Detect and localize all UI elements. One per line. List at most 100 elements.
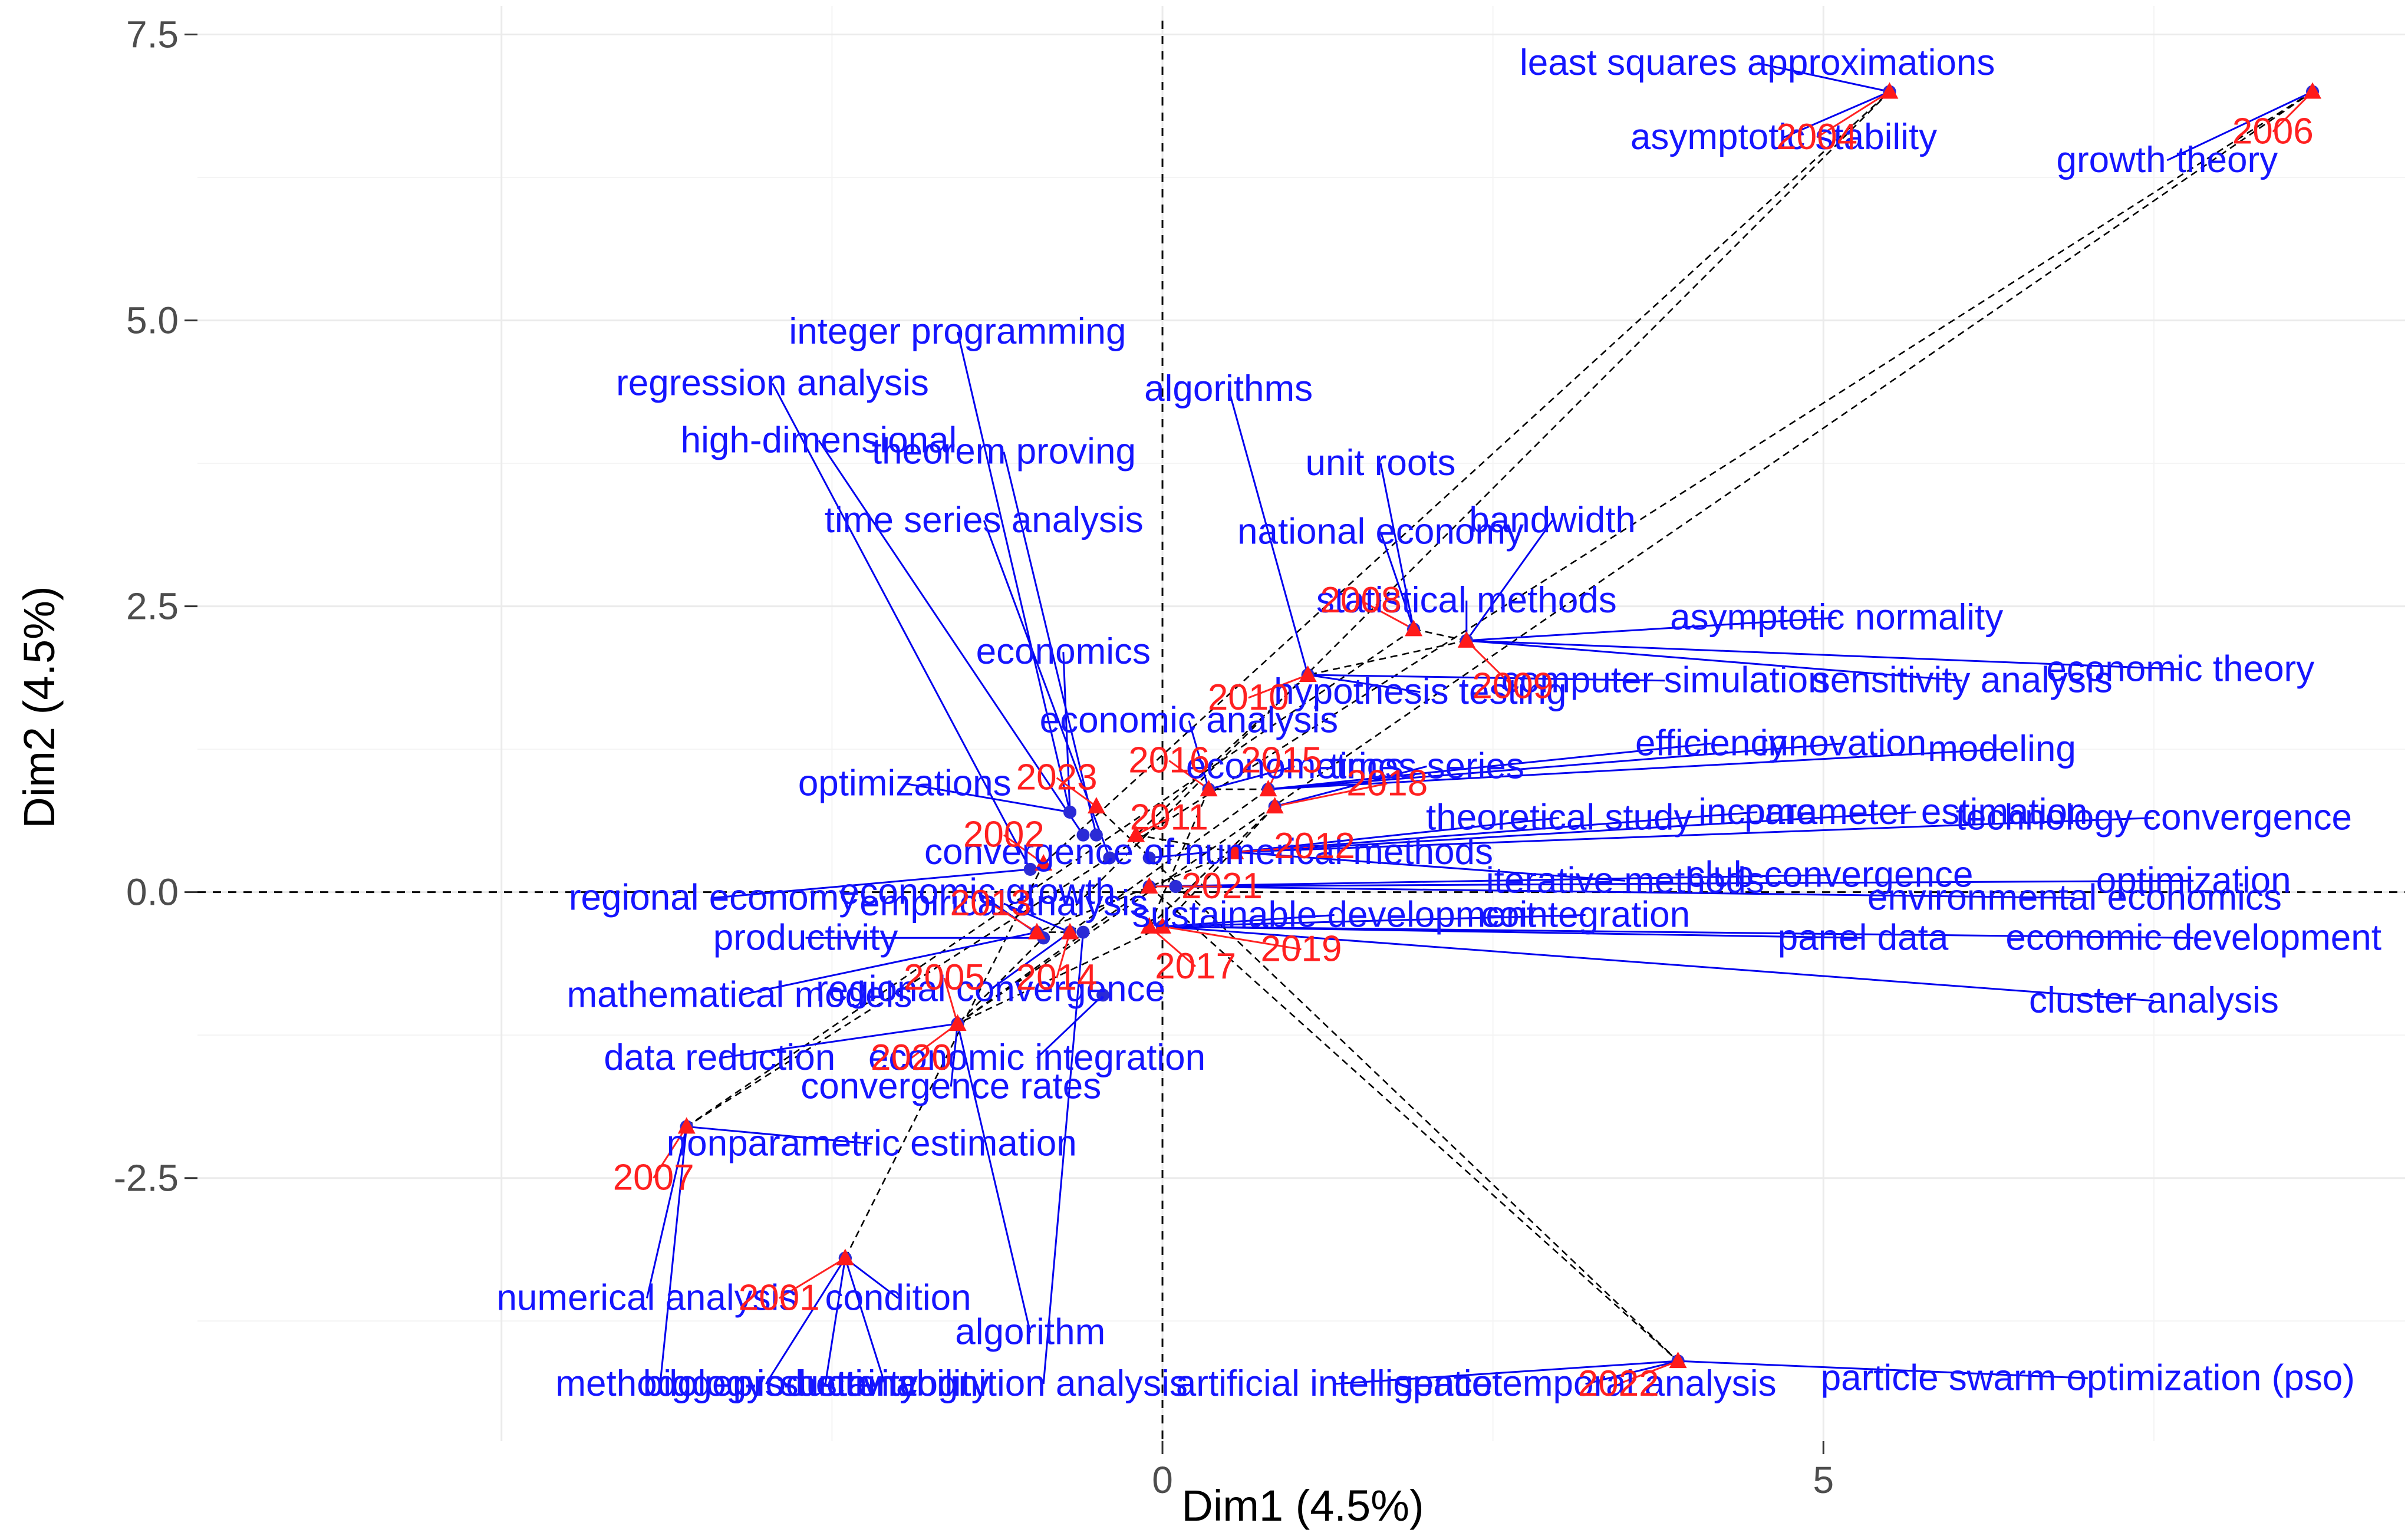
- keyword-label: sustainability: [780, 1363, 990, 1404]
- keyword-label: algorithms: [1144, 368, 1313, 409]
- keyword-leader: [659, 1126, 688, 1385]
- year-label: 2019: [1261, 929, 1342, 970]
- keyword-point: [1089, 828, 1103, 842]
- keyword-leader: [1466, 640, 1962, 682]
- year-leader: [1248, 674, 1309, 699]
- year-leader: [1135, 817, 1170, 836]
- keyword-point: [1063, 805, 1077, 819]
- keyword-label: innovation: [1760, 723, 1927, 763]
- keyword-leader: [1003, 902, 1070, 933]
- year-connector: [1069, 789, 1269, 933]
- keyword-point: [1142, 851, 1156, 865]
- keyword-point: [1103, 851, 1116, 865]
- year-point: [1405, 619, 1423, 637]
- keyword-leader: [1307, 674, 1665, 682]
- keyword-leader: [1678, 1360, 2088, 1379]
- year-leader: [1235, 845, 1315, 853]
- keyword-leader: [1235, 811, 1758, 853]
- year-label: 2016: [1128, 740, 1210, 781]
- year-point: [1027, 922, 1046, 940]
- keyword-label: theorem proving: [872, 431, 1136, 472]
- keyword-label: empirical analysis: [859, 883, 1148, 924]
- keyword-label: particle swarm optimization (pso): [1821, 1357, 2355, 1398]
- year-point: [1259, 780, 1277, 797]
- keyword-label: least squares approximations: [1520, 42, 1995, 83]
- keyword-point: [1023, 862, 1037, 876]
- year-connector: [1162, 806, 1276, 927]
- keyword-label: numerical analysis: [496, 1277, 797, 1318]
- keyword-label: nonparametric estimation: [667, 1123, 1077, 1164]
- year-label: 2010: [1208, 677, 1289, 718]
- keyword-leader: [1585, 1360, 1678, 1385]
- keyword-leader: [645, 1126, 688, 1298]
- year-connector: [957, 91, 2313, 1024]
- keyword-leader: [1175, 885, 2075, 899]
- keyword-leader: [1379, 463, 1415, 629]
- year-label: 2015: [1241, 740, 1322, 781]
- keyword-leader: [2166, 91, 2313, 161]
- year-label: 2014: [1016, 957, 1098, 998]
- keyword-leader: [904, 782, 1070, 813]
- keyword-label: time series analysis: [825, 500, 1144, 540]
- keyword-leader: [1783, 91, 1890, 139]
- keyword-leader: [1208, 765, 1295, 790]
- year-label: 2023: [1016, 757, 1098, 798]
- x-tick-label: 0: [1152, 1459, 1173, 1501]
- keyword-label: economic integration: [868, 1037, 1205, 1078]
- keyword-label: statistical methods: [1316, 580, 1617, 621]
- keyword-label: cognition analysis: [900, 1363, 1188, 1404]
- data-points: [677, 82, 2322, 1369]
- keyword-leader: [1235, 817, 2154, 853]
- keyword-label: convergence rates: [801, 1066, 1101, 1107]
- keyword-label: convergence of numerical methods: [924, 832, 1493, 872]
- keyword-label: regression analysis: [616, 362, 929, 403]
- keyword-leader: [1379, 532, 1415, 629]
- year-connector: [1148, 789, 1210, 927]
- keyword-label: condition: [825, 1277, 971, 1318]
- keyword-leader: [1268, 742, 1711, 790]
- year-connector: [686, 628, 1414, 1128]
- year-leader: [1168, 760, 1210, 790]
- keyword-label: high-dimensional: [681, 420, 957, 460]
- year-point: [1154, 917, 1172, 934]
- keyword-leader: [1162, 925, 2155, 1002]
- keyword-leader: [1003, 451, 1098, 836]
- keyword-label: times series: [1329, 746, 1524, 786]
- year-connector: [1043, 91, 1890, 865]
- year-connector: [1135, 674, 1309, 836]
- year-point: [1087, 797, 1105, 814]
- keyword-leader: [818, 440, 1084, 836]
- year-point: [677, 1117, 696, 1134]
- keyword-leader: [844, 1258, 886, 1385]
- year-point: [1226, 842, 1244, 859]
- keyword-leader: [1757, 62, 1890, 93]
- keyword-leader: [1227, 388, 1309, 675]
- year-leader: [778, 1257, 846, 1299]
- keyword-label: club convergence: [1687, 855, 1974, 895]
- keyword-leader: [1162, 925, 2194, 939]
- year-connector: [957, 925, 1163, 1024]
- keyword-label: econometrics: [1186, 746, 1404, 786]
- keyword-label: artificial intelligence: [1176, 1363, 1493, 1404]
- keyword-label: economic analysis: [1040, 700, 1339, 741]
- year-leader: [1360, 599, 1414, 630]
- keyword-label: asymptotic stability: [1630, 117, 1937, 157]
- year-point: [948, 1014, 967, 1031]
- keyword-label: technology convergence: [1956, 797, 2352, 838]
- keyword-leader: [719, 1023, 958, 1059]
- keyword-label: data reduction: [604, 1037, 835, 1078]
- year-label: 2008: [1320, 580, 1401, 621]
- keyword-leader: [1162, 914, 1586, 928]
- keyword-label: regional economy: [569, 877, 857, 918]
- year-label: 2021: [1181, 866, 1263, 907]
- keyword-label: optimizations: [798, 763, 1012, 803]
- keyword-leader: [1062, 652, 1071, 812]
- keyword-label: iterative methods: [1486, 860, 1764, 901]
- keyword-label: parameter estimation: [1744, 792, 2087, 832]
- year-leader: [1056, 777, 1097, 807]
- label-leader-lines: [645, 62, 2314, 1385]
- keyword-label: modeling: [1928, 729, 2076, 769]
- year-connector: [1096, 806, 1679, 1362]
- keyword-leader: [956, 331, 1071, 813]
